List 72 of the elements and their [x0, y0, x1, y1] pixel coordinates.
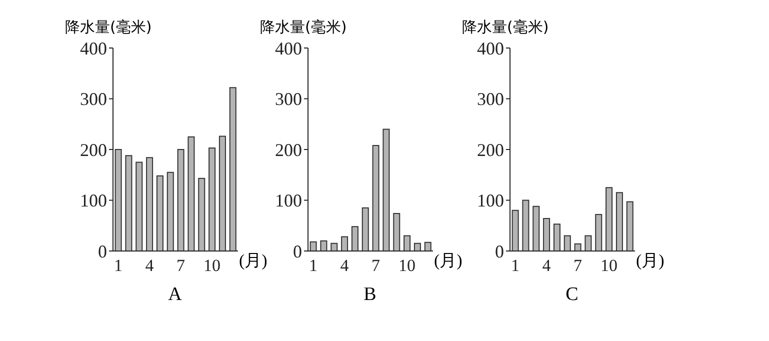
y-tick-label: 200: [80, 140, 107, 160]
bar: [404, 235, 411, 251]
bar: [393, 212, 400, 251]
x-tick-label: 1: [308, 256, 318, 276]
bar: [362, 207, 369, 251]
x-tick-label: 4: [145, 256, 154, 276]
bar: [414, 242, 421, 251]
y-tick-label: 400: [477, 38, 504, 58]
x-tick-label: 7: [371, 256, 380, 276]
bar: [341, 236, 348, 251]
bar: [114, 149, 122, 251]
text: C: [564, 284, 580, 306]
bar: [208, 147, 216, 251]
bar: [156, 175, 164, 251]
y-tick-label: 100: [80, 190, 107, 211]
bar: [177, 149, 184, 251]
x-axis-title: (月): [239, 250, 268, 272]
bar: [310, 241, 317, 251]
bar: [229, 87, 236, 251]
bar: [320, 240, 328, 251]
x-axis-title: (月): [434, 250, 462, 272]
x-tick-label: 7: [573, 256, 582, 276]
y-tick-label: 0: [98, 241, 107, 262]
bar: [564, 235, 571, 251]
y-axis-title: 降水量(毫米): [65, 18, 152, 37]
bar: [574, 243, 582, 251]
text: B: [362, 284, 378, 306]
bar: [424, 242, 432, 251]
x-tick-label: 1: [114, 256, 122, 276]
y-tick-label: 300: [80, 89, 107, 110]
y-tick-label: 300: [477, 89, 504, 110]
bar: [372, 144, 380, 251]
x-tick-label: 4: [340, 256, 350, 276]
bar: [136, 162, 143, 251]
bar: [146, 157, 154, 251]
x-tick-label: 10: [600, 256, 618, 276]
y-tick-label: 400: [80, 38, 107, 58]
x-tick-label: 10: [398, 256, 416, 276]
x-tick-label: 4: [542, 256, 552, 276]
bar: [606, 187, 613, 251]
y-axis-title: 降水量(毫米): [260, 18, 347, 37]
x-tick-label: 10: [203, 256, 220, 276]
y-tick-label: 400: [275, 38, 302, 58]
bar: [626, 201, 634, 251]
bar: [543, 218, 550, 251]
text: A: [167, 284, 183, 306]
y-axis-title: 降水量(毫米): [462, 18, 549, 37]
y-tick-label: 0: [495, 241, 504, 262]
bar: [188, 136, 195, 251]
bar: [522, 200, 530, 251]
y-tick-label: 200: [275, 140, 302, 160]
y-tick-label: 100: [477, 190, 504, 211]
bar: [616, 192, 623, 251]
x-tick-label: 1: [510, 256, 520, 276]
bar: [512, 210, 519, 251]
bar: [218, 136, 226, 251]
bar: [198, 178, 206, 251]
bar: [532, 206, 540, 251]
bar: [330, 242, 338, 251]
bar: [553, 224, 560, 251]
x-axis-title: (月): [636, 250, 664, 272]
bar: [351, 226, 358, 251]
y-tick-label: 200: [477, 140, 504, 160]
bar: [125, 155, 132, 251]
y-tick-label: 100: [275, 190, 302, 211]
x-tick-label: 7: [176, 256, 186, 276]
bar: [595, 214, 602, 251]
bar: [166, 172, 174, 251]
y-tick-label: 300: [275, 89, 302, 110]
bar: [584, 235, 592, 251]
bar: [382, 128, 390, 251]
y-tick-label: 0: [293, 241, 302, 262]
